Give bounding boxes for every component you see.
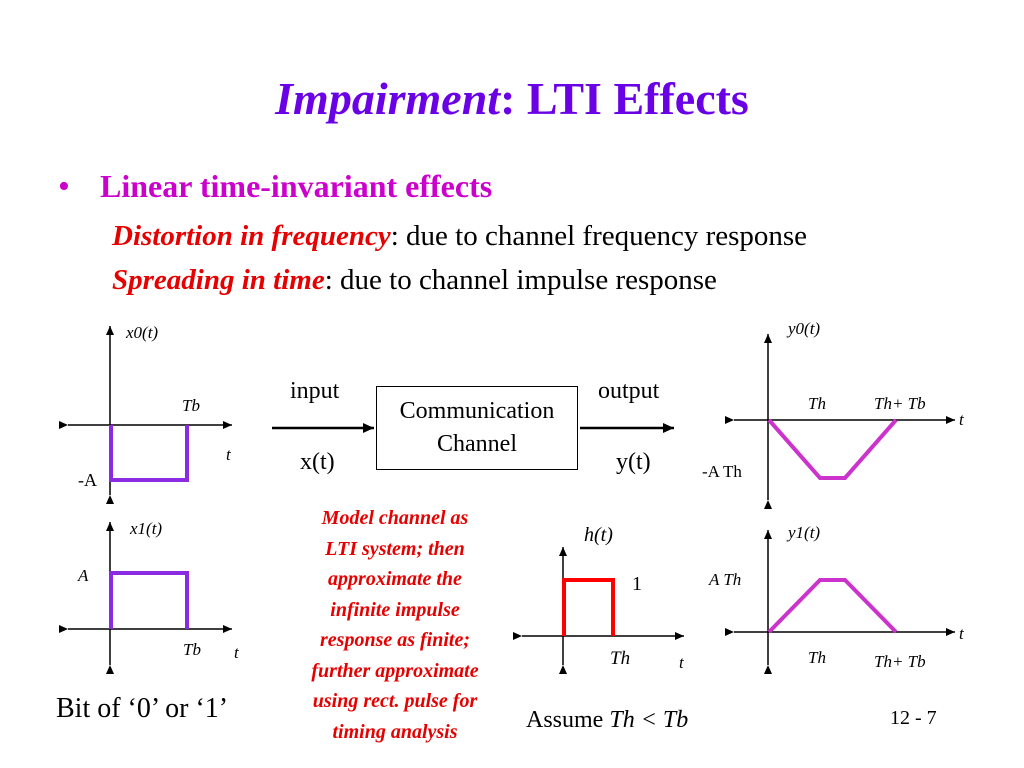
x1-t-label: t [234, 643, 239, 662]
y0-th-label: Th [808, 394, 826, 413]
output-signal-label: y(t) [616, 449, 651, 475]
h-axis-label: h(t) [584, 524, 613, 546]
x1-axis-label: x1(t) [130, 519, 163, 538]
y0-level-label: -A Th [702, 462, 742, 481]
channel-line-2: Channel [437, 431, 517, 457]
x0-t-label: t [226, 445, 231, 464]
input-signal-label: x(t) [300, 449, 335, 475]
spreading-key: Spreading in time [112, 264, 325, 296]
bullet-text: Linear time-invariant effects [100, 168, 493, 204]
bit-label: Bit of ‘0’ or ‘1’ [56, 693, 229, 724]
note-line: approximate the [328, 568, 462, 590]
slide-title: Impairment: LTI Effects [0, 72, 1024, 125]
note-line: infinite impulse [330, 598, 460, 621]
x0-tb-label: Tb [182, 396, 200, 415]
y1-thtb-label: Th+ Tb [874, 652, 926, 671]
input-label: input [290, 378, 340, 404]
x0-signal [109, 425, 189, 482]
assume-expression: Th < Tb [609, 707, 689, 733]
model-note: Model channel as LTI system; then approx… [280, 503, 510, 747]
page-number: 12 - 7 [890, 707, 937, 729]
x0-level-label: -A [78, 470, 97, 490]
spreading-line: Spreading in time: due to channel impuls… [112, 264, 717, 297]
channel-line-1: Communication [399, 398, 555, 424]
x1-level-label: A [78, 566, 89, 585]
output-label: output [598, 378, 660, 404]
y0-t-label: t [959, 410, 964, 429]
distortion-rest: : due to channel frequency response [390, 220, 808, 252]
x1-tb-label: Tb [183, 640, 201, 659]
distortion-line: Distortion in frequency: due to channel … [112, 220, 807, 253]
y1-t-label: t [959, 624, 964, 643]
title-italic: Impairment [275, 73, 501, 124]
communication-channel-box: Communication Channel [376, 386, 578, 470]
h-th-label: Th [610, 648, 631, 669]
y1-th-label: Th [808, 648, 826, 667]
distortion-key: Distortion in frequency [112, 220, 391, 252]
y0-thtb-label: Th+ Tb [874, 394, 926, 413]
y0-signal [767, 418, 898, 480]
note-line: Model channel as [321, 507, 469, 529]
spreading-rest: : due to channel impulse response [324, 264, 717, 296]
assume-prefix: Assume [526, 707, 604, 733]
y1-level-label: A Th [709, 570, 742, 589]
x0-axis-label: x0(t) [126, 323, 159, 342]
h-t-label: t [679, 653, 684, 672]
h-level-label: 1 [632, 573, 642, 595]
bullet-dot-icon: • [58, 168, 70, 205]
y1-axis-label: y1(t) [788, 523, 821, 542]
note-line: further approximate [311, 659, 479, 682]
y1-signal [767, 578, 898, 634]
title-rest: : LTI Effects [500, 73, 749, 124]
assume-label: Assume Th < Tb [526, 707, 688, 734]
x1-signal [109, 571, 189, 629]
note-line: using rect. pulse for [312, 690, 478, 712]
note-line: timing analysis [332, 720, 458, 743]
note-line: LTI system; then [325, 537, 465, 560]
h-signal [562, 578, 615, 636]
y0-axis-label: y0(t) [788, 319, 821, 338]
note-line: response as finite; [320, 629, 470, 651]
